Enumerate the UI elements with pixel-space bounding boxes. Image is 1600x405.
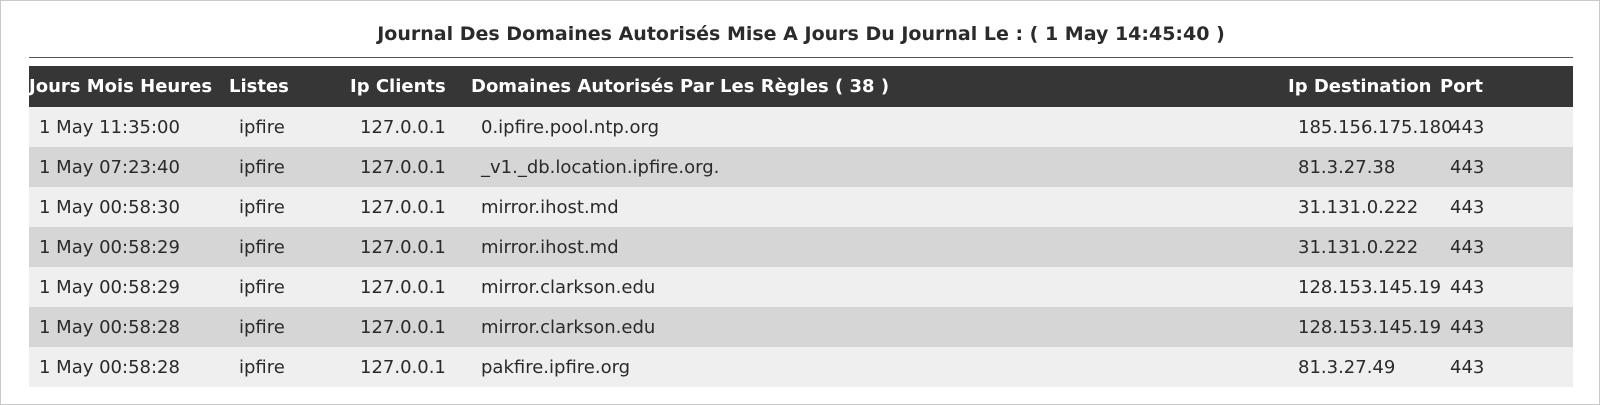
cell-port: 443 <box>1450 116 1485 138</box>
cell-ip-destination: 81.3.27.38 <box>1298 156 1396 178</box>
table-row: 1 May 00:58:28 ipfire 127.0.0.1 pakfire.… <box>29 347 1573 387</box>
cell-ip-client: 127.0.0.1 <box>360 356 446 378</box>
cell-ip-destination: 128.153.145.19 <box>1298 316 1442 338</box>
cell-port: 443 <box>1450 276 1485 298</box>
cell-ip-client: 127.0.0.1 <box>360 276 446 298</box>
cell-list: ipfire <box>239 116 285 138</box>
cell-list: ipfire <box>239 356 285 378</box>
column-header-ip-client[interactable]: Ip Clients <box>350 76 446 97</box>
cell-ip-destination: 185.156.175.180 <box>1298 116 1453 138</box>
column-header-date[interactable]: Jours Mois Heures <box>29 76 213 97</box>
cell-date: 1 May 07:23:40 <box>39 156 180 178</box>
cell-ip-destination: 31.131.0.222 <box>1298 236 1419 258</box>
table-row: 1 May 00:58:29 ipfire 127.0.0.1 mirror.c… <box>29 267 1573 307</box>
cell-domain: _v1._db.location.ipfire.org. <box>481 156 720 178</box>
cell-domain: pakfire.ipfire.org <box>481 356 631 378</box>
cell-list: ipfire <box>239 316 285 338</box>
cell-port: 443 <box>1450 316 1485 338</box>
table-row: 1 May 07:23:40 ipfire 127.0.0.1 _v1._db.… <box>29 147 1573 187</box>
table-header-row: Jours Mois Heures Listes Ip Clients Doma… <box>29 66 1573 107</box>
cell-port: 443 <box>1450 156 1485 178</box>
cell-ip-destination: 81.3.27.49 <box>1298 356 1396 378</box>
cell-list: ipfire <box>239 196 285 218</box>
cell-list: ipfire <box>239 276 285 298</box>
allowed-domains-table: Jours Mois Heures Listes Ip Clients Doma… <box>29 66 1573 387</box>
table-row: 1 May 00:58:28 ipfire 127.0.0.1 mirror.c… <box>29 307 1573 347</box>
cell-list: ipfire <box>239 156 285 178</box>
table-row: 1 May 11:35:00 ipfire 127.0.0.1 0.ipfire… <box>29 107 1573 147</box>
column-header-ip-destination[interactable]: Ip Destination <box>1288 76 1432 97</box>
cell-date: 1 May 00:58:28 <box>39 316 180 338</box>
cell-date: 1 May 00:58:28 <box>39 356 180 378</box>
page-title: Journal Des Domaines Autorisés Mise A Jo… <box>377 23 1225 45</box>
title-divider <box>29 57 1573 58</box>
cell-date: 1 May 00:58:30 <box>39 196 180 218</box>
cell-port: 443 <box>1450 196 1485 218</box>
cell-domain: 0.ipfire.pool.ntp.org <box>481 116 660 138</box>
cell-ip-destination: 31.131.0.222 <box>1298 196 1419 218</box>
cell-list: ipfire <box>239 236 285 258</box>
cell-ip-destination: 128.153.145.19 <box>1298 276 1442 298</box>
cell-domain: mirror.clarkson.edu <box>481 316 656 338</box>
column-header-list[interactable]: Listes <box>229 76 289 97</box>
cell-ip-client: 127.0.0.1 <box>360 316 446 338</box>
table-row: 1 May 00:58:29 ipfire 127.0.0.1 mirror.i… <box>29 227 1573 267</box>
cell-ip-client: 127.0.0.1 <box>360 196 446 218</box>
cell-domain: mirror.ihost.md <box>481 236 619 258</box>
cell-date: 1 May 00:58:29 <box>39 276 180 298</box>
cell-domain: mirror.ihost.md <box>481 196 619 218</box>
cell-date: 1 May 11:35:00 <box>39 116 180 138</box>
cell-date: 1 May 00:58:29 <box>39 236 180 258</box>
cell-ip-client: 127.0.0.1 <box>360 156 446 178</box>
cell-ip-client: 127.0.0.1 <box>360 236 446 258</box>
column-header-port[interactable]: Port <box>1440 76 1484 97</box>
cell-ip-client: 127.0.0.1 <box>360 116 446 138</box>
table-row: 1 May 00:58:30 ipfire 127.0.0.1 mirror.i… <box>29 187 1573 227</box>
cell-port: 443 <box>1450 236 1485 258</box>
cell-port: 443 <box>1450 356 1485 378</box>
column-header-domain[interactable]: Domaines Autorisés Par Les Règles ( 38 ) <box>471 76 890 97</box>
cell-domain: mirror.clarkson.edu <box>481 276 656 298</box>
